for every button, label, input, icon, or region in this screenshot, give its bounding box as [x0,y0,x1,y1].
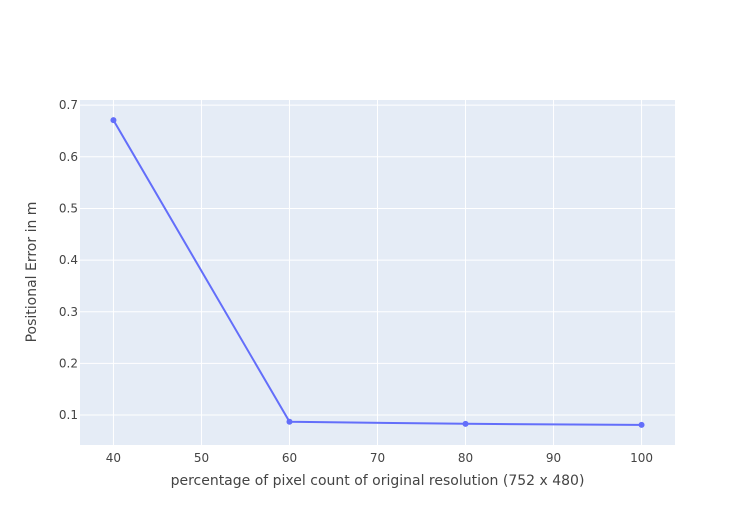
x-tick-label: 80 [458,451,473,465]
data-point [462,420,469,427]
grid-lines [80,100,675,445]
y-tick-label: 0.5 [59,201,78,215]
y-tick-labels: 0.1 0.2 0.3 0.4 0.5 0.6 0.7 [59,98,78,422]
y-tick-label: 0.3 [59,305,78,319]
series-line [112,119,642,426]
data-points [110,117,645,428]
x-tick-label: 90 [546,451,561,465]
y-tick-label: 0.7 [59,98,78,112]
data-point [286,418,293,425]
x-tick-label: 50 [194,451,209,465]
x-tick-label: 70 [370,451,385,465]
x-axis-title: percentage of pixel count of original re… [171,473,585,489]
y-tick-label: 0.1 [59,408,78,422]
data-point [110,117,117,124]
y-axis-title: Positional Error in m [24,202,40,343]
y-tick-label: 0.2 [59,356,78,370]
y-tick-label: 0.4 [59,253,78,267]
data-point [638,421,645,428]
x-tick-label: 60 [282,451,297,465]
x-tick-label: 40 [106,451,121,465]
y-tick-label: 0.6 [59,150,78,164]
x-tick-label: 100 [630,451,653,465]
x-tick-labels: 40 50 60 70 80 90 100 [106,451,653,465]
